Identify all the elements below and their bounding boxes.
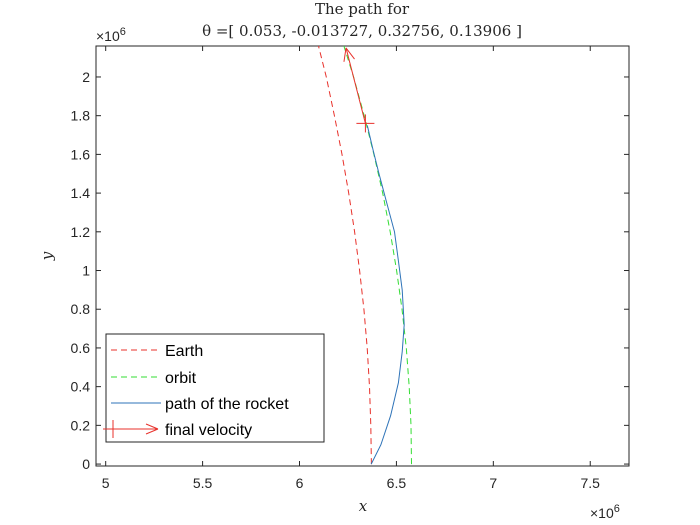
y-tick-label: 0.6 [71, 340, 91, 356]
legend: Earth orbit path of the rocket final vel… [103, 333, 325, 443]
legend-label-final-velocity: final velocity [165, 422, 252, 439]
y-tick-label: 2 [82, 69, 90, 85]
y-tick-label: 1.2 [71, 224, 91, 240]
y-tick-label: 0.8 [71, 301, 91, 317]
chart-title-line1: The path for [315, 0, 410, 18]
x-tick-label: 6 [296, 475, 304, 491]
legend-box [105, 333, 325, 443]
series-layer [318, 46, 412, 465]
y-tick-label: 0.2 [71, 417, 91, 433]
y-tick-label: 1 [82, 263, 90, 279]
y-tick-label: 0.4 [71, 379, 91, 395]
x-exponent-label: ×106 [590, 503, 620, 521]
y-tick-label: 0 [82, 456, 90, 472]
legend-label-orbit: orbit [165, 370, 197, 387]
final-velocity-arrow-shaft [345, 47, 366, 124]
svg-text:×106: ×106 [590, 503, 620, 521]
rocket-path-curve [366, 125, 405, 465]
orbit-curve [343, 46, 412, 465]
x-axis-label: x [359, 497, 368, 515]
final-velocity-layer [343, 47, 375, 133]
y-tick-label: 1.8 [71, 108, 91, 124]
y-tick-label: 1.6 [71, 146, 91, 162]
legend-label-rocket-path: path of the rocket [165, 396, 289, 413]
legend-swatch-final-velocity [103, 420, 159, 438]
axis-ticks: 5 5.5 6 6.5 7 7.5 0 0.2 0.4 0.6 0.8 1 1.2 1.4 1.6 1.8 2 [71, 46, 629, 491]
chart-title-line2: θ =[ 0.053, -0.013727, 0.32756, 0.13906 … [202, 22, 522, 40]
y-exponent-label: ×106 [96, 26, 126, 44]
x-tick-label: 5.5 [193, 475, 213, 491]
earth-curve [318, 46, 372, 465]
y-axis-label: y [38, 251, 56, 261]
x-tick-label: 5 [102, 475, 110, 491]
legend-label-earth: Earth [165, 343, 203, 360]
x-tick-label: 7 [489, 475, 497, 491]
x-tick-label: 7.5 [581, 475, 601, 491]
y-tick-label: 1.4 [71, 185, 91, 201]
svg-text:×106: ×106 [96, 26, 126, 44]
final-velocity-arrowhead-right [345, 47, 355, 60]
final-velocity-arrowhead-left [343, 47, 347, 62]
x-tick-label: 6.5 [387, 475, 407, 491]
